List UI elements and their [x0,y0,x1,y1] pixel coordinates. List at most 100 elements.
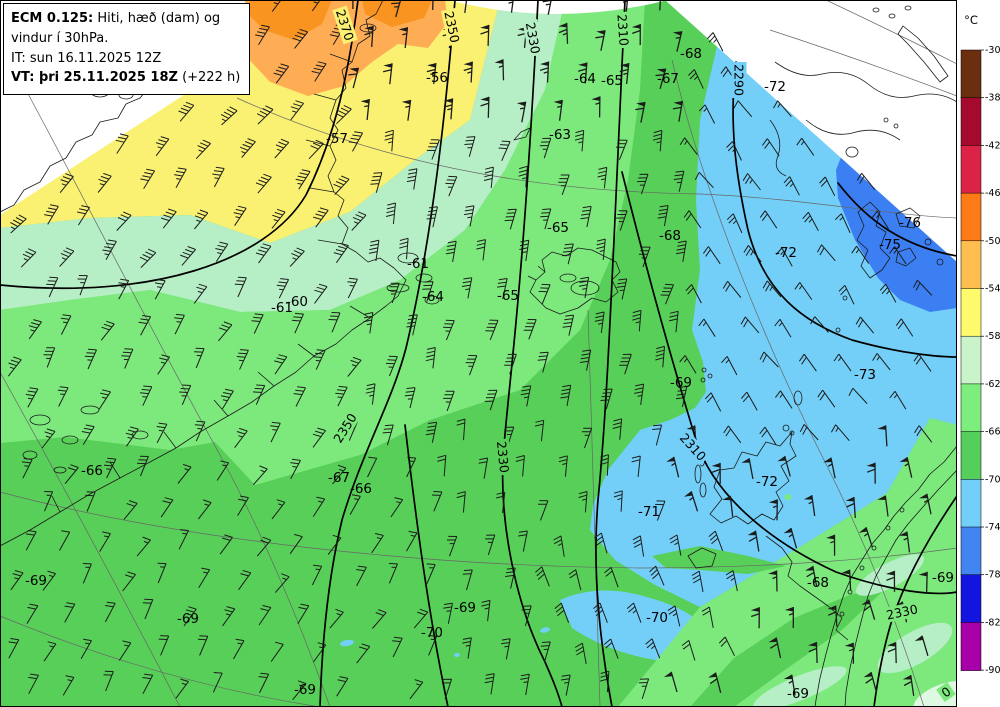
wind-barb [21,458,33,479]
valid-time-line: VT: þri 25.11.2025 18Z (+222 h) [11,68,242,88]
barb-staff [138,315,152,336]
temperature-label: -67 [657,71,679,87]
wind-barb [879,283,897,303]
barb-staff [783,176,800,196]
barb-staff [505,567,516,589]
barb-staff [694,171,714,189]
barb-staff [195,139,211,160]
wind-barb [480,24,490,46]
wind-barb [178,529,189,550]
barb-pennant [866,462,876,468]
wind-barb [866,462,876,484]
barb-staff [402,27,409,49]
barb-staff [445,175,458,197]
wind-barb [871,210,889,230]
barb-staff [679,137,698,155]
barb-staff [363,312,374,334]
barb-staff [480,96,490,118]
contour-label-group: 0 [936,681,956,703]
title-variables: Hiti, hæð (dam) og [93,11,221,26]
wind-barb [823,457,836,479]
barb-staff [220,106,238,126]
barb-staff [660,283,674,305]
fill-blob-cyan [340,639,354,647]
wind-barb [889,390,907,410]
contour-label-group: 2330 [522,18,544,58]
wind-barb [312,496,326,517]
barb-staff [364,99,370,121]
barb-staff [329,608,344,629]
wind-barb [193,283,208,304]
wind-barb [562,314,575,336]
coastline [109,461,121,479]
wind-barb [574,129,585,152]
wind-barb [635,101,646,123]
barb-staff [216,460,230,481]
wind-barb [80,638,92,660]
barb-staff [833,353,852,372]
wind-barb [523,319,537,340]
wind-barb [382,63,393,85]
island-outline [883,117,889,123]
wind-barb [98,389,111,410]
wind-barb [553,99,563,121]
colorbar-segment [960,288,982,337]
barb-staff [222,606,236,627]
barb-pennant [861,599,870,605]
wind-barb [28,319,42,340]
wind-barb [311,564,323,586]
wind-barb [593,602,608,623]
wind-barb [347,277,358,299]
wind-barb [290,100,304,121]
barb-staff [256,105,274,125]
wind-barb [851,245,870,264]
wind-barb [619,0,629,12]
wind-barb [25,530,37,551]
wind-barb [406,168,418,190]
barb-staff [118,640,132,661]
wind-barb [817,389,836,408]
barb-staff [194,209,209,230]
wind-barb [578,62,588,84]
temperature-label: -57 [326,131,348,147]
wind-barb [612,418,623,440]
barb-staff [233,205,247,226]
wind-barb [688,69,704,89]
barb-staff [237,495,249,516]
island-outline [570,280,600,296]
valid-time: VT: þri 25.11.2025 18Z [11,70,178,86]
fill-region-light_green [618,418,957,707]
barb-staff [726,141,742,161]
barb-pennant [398,27,408,32]
barb-staff [158,635,170,656]
barb-staff [599,454,609,476]
contour-label: 2310 [614,14,631,47]
barb-staff [498,59,505,81]
wind-barb [234,276,247,298]
barb-staff [352,0,354,9]
island-outline [888,13,896,19]
wind-barb [520,673,530,695]
barb-staff [879,283,897,303]
wind-barb [121,348,134,369]
wind-barb [456,418,466,441]
barb-staff [292,680,307,701]
wind-barb [431,491,443,512]
wind-barb [464,136,476,157]
contour-label-bg [329,408,361,448]
barb-staff [773,100,792,117]
island-outline [701,367,707,373]
barb-staff [42,570,56,591]
barb-staff [913,279,933,296]
barb-staff [865,671,878,693]
barb-pennant [777,456,786,462]
barb-staff [504,353,517,375]
barb-staff [255,24,270,46]
wind-barb [558,174,570,195]
wind-barb [222,606,236,627]
temperature-label: -69 [454,600,476,616]
barb-staff [741,391,758,411]
wind-barb [660,283,674,305]
barb-pennant [711,462,721,468]
